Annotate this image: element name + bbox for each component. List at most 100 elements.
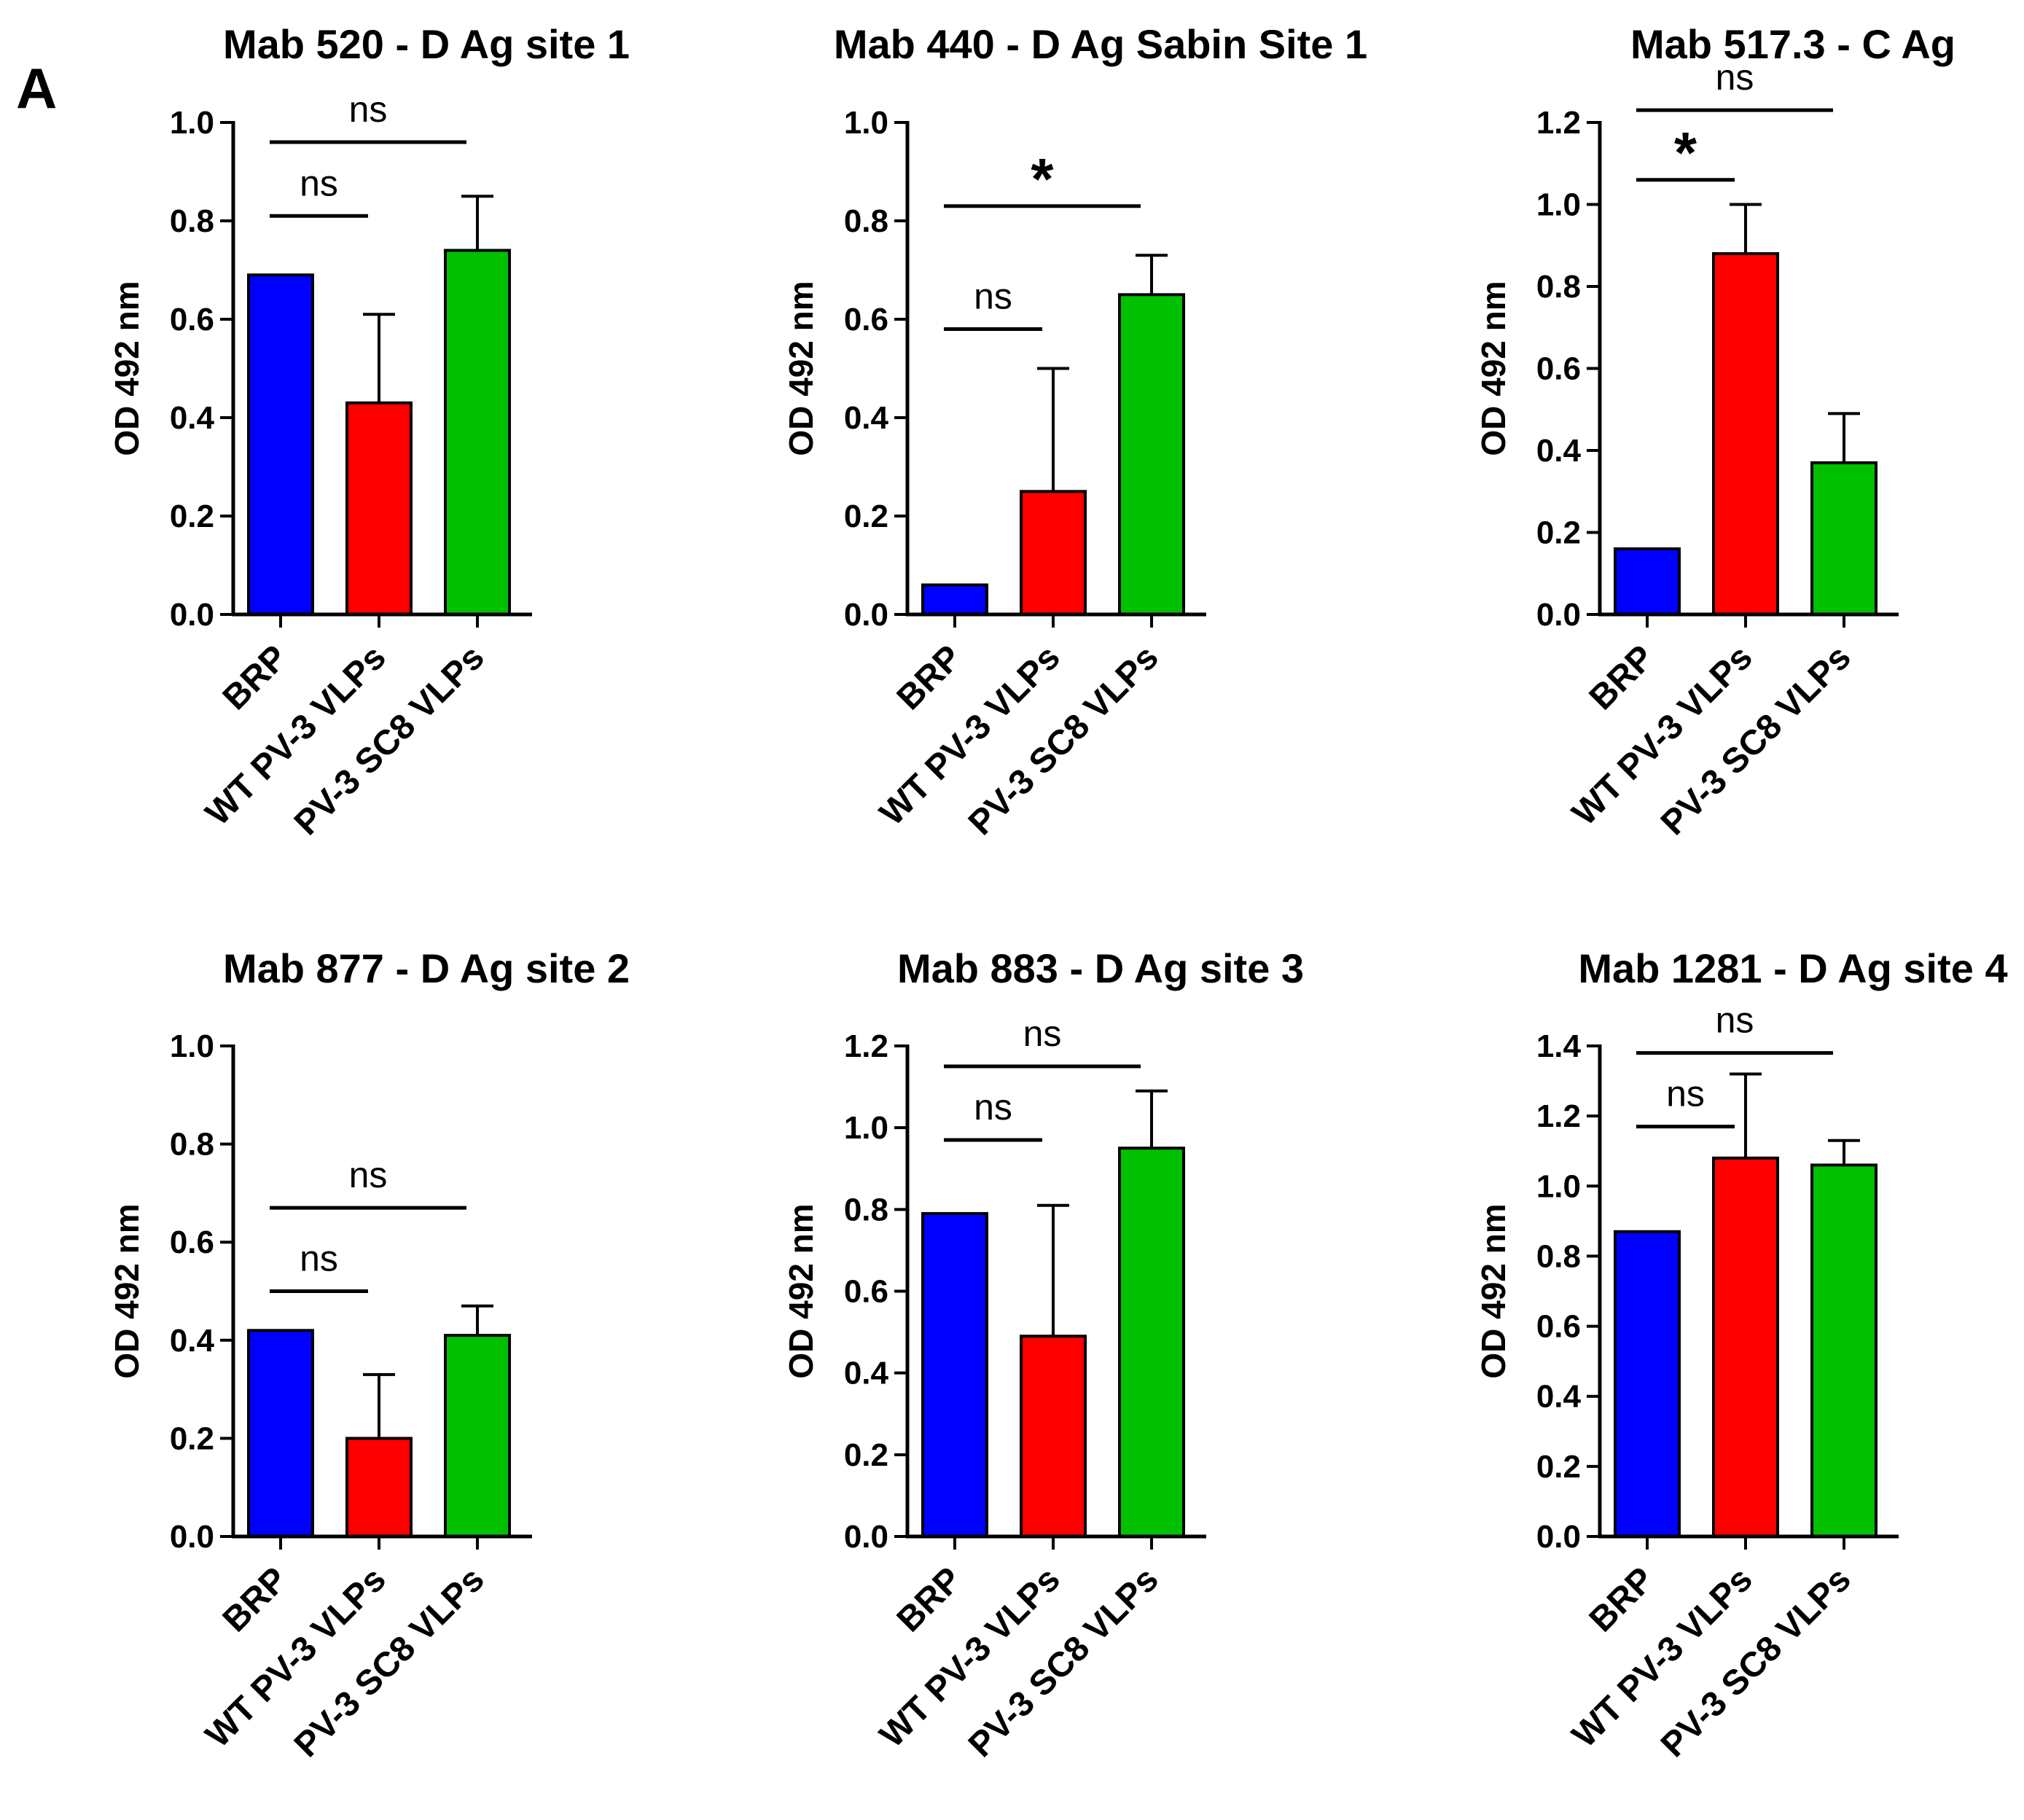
chart-5: Mab 883 - D Ag site 3 OD 492 nm 0.0 0.2 0.4 0… [782,945,1304,1765]
category-label: WT PV-3 VLPs [1565,1560,1760,1755]
y-tick-label: 1.4 [1536,1028,1582,1064]
y-tick-label: 0.8 [170,203,214,239]
y-tick-label: 1.0 [1536,1168,1581,1204]
significance-label: ns [300,1238,338,1279]
chart-title: Mab 517.3 - C Ag [1630,21,1955,67]
chart-title: Mab 877 - D Ag site 2 [223,945,630,991]
y-tick-label: 0.4 [170,1323,215,1359]
category-label: WT PV-3 VLPs [872,638,1068,833]
y-axis-label: OD 492 nm [1474,1203,1512,1378]
bar [1810,1163,1878,1538]
significance-label: ns [1023,1013,1062,1054]
panel-label: A [16,56,57,120]
y-tick-label: 1.2 [1536,105,1581,141]
bar [1118,293,1185,616]
bar [1712,252,1779,616]
y-tick-label: 0.2 [1536,515,1581,551]
bar [1020,490,1087,616]
y-tick-label: 0.8 [844,1192,888,1227]
bar [345,401,413,616]
significance-label: ns [1716,1000,1754,1041]
y-tick-label: 0.2 [170,1421,214,1456]
category-label: WT PV-3 VLPs [1565,638,1760,833]
significance-label: ns [349,1155,388,1195]
charts: Mab 520 - D Ag site 1 OD 492 nm 0.0 0.2 0.4 0… [108,21,2008,1765]
y-tick-label: 0.4 [844,1356,889,1391]
category-label: BRP [216,638,295,717]
y-tick-label: 0.2 [844,1437,888,1473]
y-tick-label: 1.0 [844,1110,888,1146]
bar [1614,1230,1681,1538]
y-tick-label: 1.0 [170,105,214,141]
significance-label: ns [300,163,338,203]
bar [1020,1335,1087,1538]
bar [444,249,511,616]
bar [921,583,988,616]
significance-label: ns [1666,1074,1705,1114]
bar [345,1437,413,1539]
bar [247,273,314,616]
bar [1712,1156,1779,1539]
significance-label: ns [974,276,1012,317]
y-tick-label: 0.4 [1536,1379,1582,1415]
bar [921,1211,988,1538]
y-axis-label: OD 492 nm [782,281,820,456]
significance-label: ns [349,89,388,130]
significance-label: ns [974,1087,1012,1128]
y-tick-label: 1.0 [170,1028,214,1064]
significance-label: ns [1716,57,1754,98]
chart-4: Mab 877 - D Ag site 2 OD 492 nm 0.0 0.2 0.4 0… [108,945,630,1765]
chart-title: Mab 440 - D Ag Sabin Site 1 [834,21,1367,67]
y-tick-label: 0.8 [1536,269,1581,305]
y-tick-label: 0.6 [1536,351,1581,387]
y-tick-label: 0.6 [170,302,214,337]
y-tick-label: 1.0 [1536,187,1581,223]
bar [1810,461,1878,616]
y-tick-label: 0.0 [170,597,214,633]
y-tick-label: 0.6 [844,302,888,337]
chart-3: Mab 517.3 - C Ag OD 492 nm 0.0 0.2 0.4 0.6 0.8… [1474,21,1955,843]
y-tick-label: 1.2 [1536,1098,1581,1134]
category-label: WT PV-3 VLPs [872,1560,1068,1755]
y-tick-label: 0.0 [1536,1519,1581,1555]
chart-title: Mab 1281 - D Ag site 4 [1578,945,2007,991]
y-tick-label: 0.2 [844,499,888,534]
y-tick-label: 1.2 [844,1028,888,1064]
chart-title: Mab 520 - D Ag site 1 [223,21,630,67]
y-tick-label: 0.0 [170,1519,214,1555]
y-tick-label: 0.6 [170,1225,214,1260]
chart-2: Mab 440 - D Ag Sabin Site 1 OD 492 nm 0.0 0… [782,21,1367,843]
chart-title: Mab 883 - D Ag site 3 [897,945,1304,991]
y-tick-label: 0.2 [170,499,214,534]
y-tick-label: 1.0 [844,105,888,141]
y-axis-label: OD 492 nm [108,281,146,456]
significance-label: * [1674,120,1697,185]
y-tick-label: 0.6 [844,1274,888,1310]
chart-1: Mab 520 - D Ag site 1 OD 492 nm 0.0 0.2 0.4 0… [108,21,630,843]
bar [1118,1147,1185,1539]
category-label: BRP [216,1560,295,1639]
y-tick-label: 0.8 [844,203,888,239]
category-label: BRP [890,1560,969,1639]
y-tick-label: 0.4 [170,400,215,436]
y-tick-label: 0.4 [844,400,889,436]
category-label: BRP [890,638,969,717]
y-axis-label: OD 492 nm [108,1203,146,1378]
chart-6: Mab 1281 - D Ag site 4 OD 492 nm 0.0 0.2 0.4… [1474,945,2008,1765]
category-label: WT PV-3 VLPs [198,638,394,833]
significance-label: * [1031,147,1054,211]
y-tick-label: 0.0 [844,1519,888,1555]
category-label: BRP [1582,638,1662,717]
y-tick-label: 0.4 [1536,433,1582,469]
category-label: BRP [1582,1560,1662,1639]
y-tick-label: 0.8 [1536,1238,1581,1274]
y-tick-label: 0.0 [1536,597,1581,633]
y-tick-label: 0.2 [1536,1449,1581,1485]
category-label: WT PV-3 VLPs [198,1560,394,1755]
y-axis-label: OD 492 nm [782,1203,820,1378]
bar [247,1329,314,1538]
y-tick-label: 0.8 [170,1127,214,1163]
bar [1614,547,1681,616]
y-axis-label: OD 492 nm [1474,281,1512,456]
